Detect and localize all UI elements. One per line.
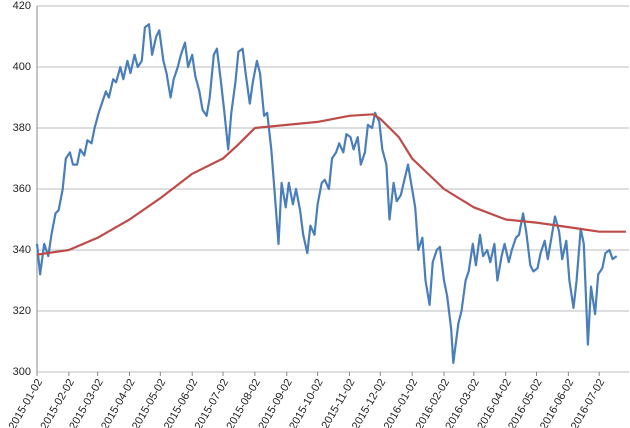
x-tick-label: 2016-04-02 <box>475 377 514 428</box>
x-tick-label: 2015-06-02 <box>162 377 201 428</box>
y-tick-label: 420 <box>13 0 31 12</box>
series-line <box>35 23 618 364</box>
x-tick-label: 2016-06-02 <box>538 377 577 428</box>
y-tick-label: 340 <box>13 244 31 256</box>
y-tick-label: 400 <box>13 61 31 73</box>
y-tick-label: 360 <box>13 183 31 195</box>
y-tick-label: 380 <box>13 122 31 134</box>
x-tick-label: 2015-04-02 <box>99 377 138 428</box>
x-tick-label: 2015-08-02 <box>224 377 263 428</box>
y-tick-label: 320 <box>13 305 31 317</box>
x-tick-label: 2015-09-02 <box>256 377 295 428</box>
x-tick-label: 2015-01-02 <box>7 377 46 428</box>
y-tick-label: 300 <box>13 366 31 378</box>
series-line <box>36 113 626 256</box>
x-tick-label: 2016-01-02 <box>382 377 421 428</box>
